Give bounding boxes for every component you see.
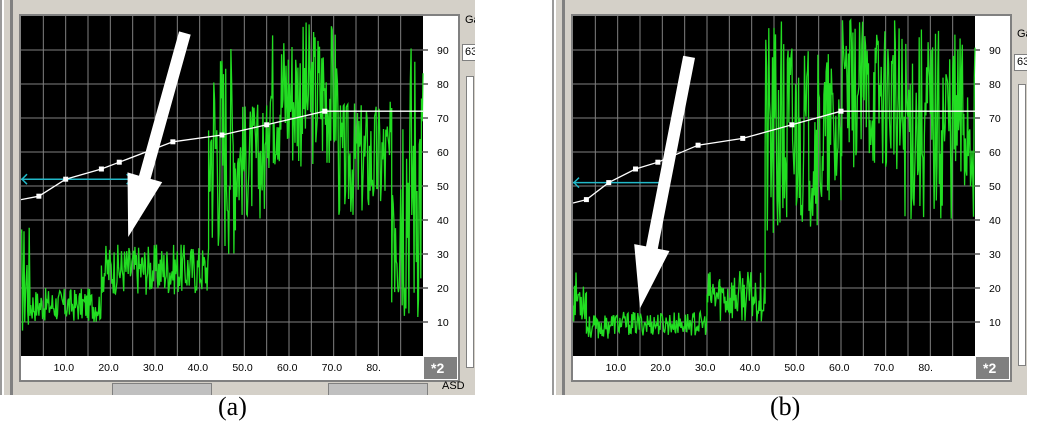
y-tick-label: 30: [989, 249, 1001, 261]
curve-marker: [36, 193, 42, 199]
x-tick-label: 70.0: [874, 362, 895, 374]
side-panel-value-field[interactable]: 63.8: [462, 44, 475, 61]
x-tick-label: 60.0: [829, 362, 850, 374]
curve-marker: [170, 139, 176, 145]
window-edge-inner: [562, 0, 565, 395]
spectrum-plot-frame[interactable]: 10 20 30 40 50 60 70 80 90 10.0 20.0 30.0 40.0 50.0 60…: [19, 14, 460, 382]
cyan-range-start: [21, 173, 28, 185]
curve-marker: [322, 108, 328, 114]
spectrum-plot-frame[interactable]: 10 20 30 40 50 60 70 80 90 10.0 20.0 30.0 40.0 50.0 60…: [571, 14, 1012, 382]
y-tick-label: 10: [989, 317, 1001, 329]
multiplier-box: [976, 357, 1009, 379]
y-tick-label: 90: [437, 45, 449, 57]
y-tick-label: 50: [437, 181, 449, 193]
curve-marker: [633, 166, 639, 172]
x-tick-label: 40.0: [740, 362, 761, 374]
cyan-range-start: [573, 177, 580, 189]
signal-trace: [21, 22, 424, 331]
gain-curve: [573, 110, 975, 204]
curve-marker: [740, 135, 746, 141]
screenshot-panel-b: 10 20 30 40 50 60 70 80 90 10.0 20.0 30.0 40.0 50.0 60…: [552, 0, 1027, 395]
x-tick-label: 50.0: [232, 362, 253, 374]
spectrum-plot[interactable]: 10 20 30 40 50 60 70 80 90 10.0 20.0 30.0 40.0 50.0 60…: [21, 16, 458, 380]
annotation-arrow: [634, 55, 695, 309]
curve-marker: [655, 159, 661, 165]
screenshot-panel-a: 10 20 30 40 50 60 70 80 90 10.0 20.0 30.0 40.0 50.0 60…: [0, 0, 475, 395]
horizontal-scrollbar[interactable]: [112, 383, 212, 395]
window-edge: [552, 0, 556, 395]
y-tick-label: 90: [989, 45, 1001, 57]
caption-b: (b): [770, 392, 801, 421]
y-tick-label: 40: [989, 215, 1001, 227]
vertical-slider[interactable]: [466, 76, 474, 368]
multiplier-label: *2: [431, 360, 444, 376]
curve-marker: [264, 122, 270, 128]
x-tick-row: [21, 356, 458, 380]
x-tick-label: 60.0: [277, 362, 298, 374]
x-tick-row: [573, 356, 1010, 380]
x-tick-label: 10.0: [54, 362, 75, 374]
x-tick-label: 70.0: [322, 362, 343, 374]
x-tick-label: 80.: [366, 362, 381, 374]
curve-marker: [838, 108, 844, 114]
side-panel-label: Gan: [465, 14, 475, 26]
multiplier-box: [424, 357, 457, 379]
y-tick-label: 70: [437, 113, 449, 125]
curve-marker: [98, 166, 104, 172]
y-tick-label: 60: [437, 147, 449, 159]
x-tick-label: 50.0: [784, 362, 805, 374]
annotation-arrow: [127, 31, 191, 238]
vertical-slider[interactable]: [1018, 84, 1026, 366]
y-tick-label: 70: [989, 113, 1001, 125]
x-tick-label: 40.0: [188, 362, 209, 374]
x-tick-label: 80.: [918, 362, 933, 374]
spectrum-plot[interactable]: 10 20 30 40 50 60 70 80 90 10.0 20.0 30.0 40.0 50.0 60…: [573, 16, 1010, 380]
side-panel-label: Gar: [1017, 28, 1027, 40]
curve-marker: [116, 159, 122, 165]
curve-marker: [63, 176, 69, 182]
x-tick-label: 10.0: [606, 362, 627, 374]
x-tick-label: 20.0: [650, 362, 671, 374]
y-tick-label: 20: [437, 283, 449, 295]
caption-a: (a): [218, 392, 247, 421]
curve-marker: [219, 132, 225, 138]
x-tick-label: 30.0: [695, 362, 716, 374]
y-tick-label: 30: [437, 249, 449, 261]
curve-marker: [789, 122, 795, 128]
x-tick-label: 30.0: [143, 362, 164, 374]
side-panel-value-field[interactable]: 63.8: [1014, 54, 1027, 71]
multiplier-label: *2: [983, 360, 996, 376]
curve-marker: [583, 197, 589, 203]
y-tick-label: 80: [437, 79, 449, 91]
curve-marker: [606, 180, 612, 186]
x-tick-label: 20.0: [98, 362, 119, 374]
y-tick-label: 60: [989, 147, 1001, 159]
y-tick-label: 50: [989, 181, 1001, 193]
y-tick-column: [975, 16, 1010, 356]
window-edge-inner: [10, 0, 13, 395]
curve-marker: [695, 142, 701, 148]
horizontal-scrollbar-2[interactable]: [328, 383, 428, 395]
y-tick-label: 80: [989, 79, 1001, 91]
window-edge: [0, 0, 4, 395]
y-tick-label: 40: [437, 215, 449, 227]
y-tick-label: 20: [989, 283, 1001, 295]
y-tick-column: [423, 16, 458, 356]
y-tick-label: 10: [437, 317, 449, 329]
bottom-right-label: ASD: [442, 380, 465, 392]
